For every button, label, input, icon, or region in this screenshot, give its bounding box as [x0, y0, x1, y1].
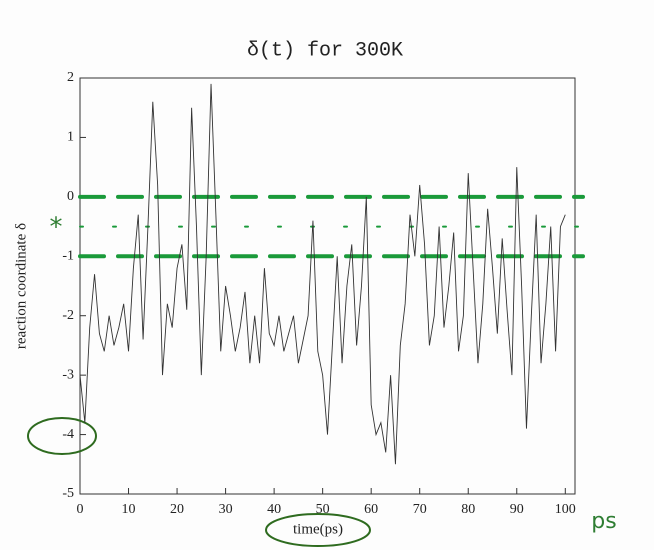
- x-tick-label: 40: [267, 502, 281, 517]
- chart-title: δ(t) for 300K: [247, 39, 403, 62]
- x-tick-label: 20: [170, 502, 184, 517]
- y-tick-label: -1: [62, 249, 74, 264]
- plot-frame: [79, 77, 576, 495]
- x-tick-label: 30: [219, 502, 233, 517]
- x-tick-label: 100: [555, 502, 576, 517]
- y-axis-label: reaction coordinate δ: [13, 223, 29, 349]
- x-axis-label: time(ps): [293, 521, 343, 537]
- annotation: *: [50, 213, 63, 243]
- y-tick-label: -5: [62, 486, 74, 501]
- data-line: [79, 83, 566, 465]
- y-tick-label: -3: [62, 367, 74, 382]
- y-tick-label: -4: [62, 427, 74, 442]
- x-tick-label: 80: [461, 502, 475, 517]
- y-tick-label: -2: [62, 308, 74, 323]
- x-tick-label: 0: [77, 502, 84, 517]
- x-tick-label: 90: [510, 502, 524, 517]
- annotation: ps: [591, 509, 616, 534]
- x-tick-label: 60: [364, 502, 378, 517]
- x-tick-label: 10: [122, 502, 136, 517]
- x-tick-label: 70: [413, 502, 427, 517]
- y-tick-label: 1: [67, 130, 74, 145]
- y-tick-label: 2: [67, 70, 74, 85]
- x-tick-label: 50: [316, 502, 330, 517]
- hand-circle: [265, 513, 371, 547]
- y-tick-label: 0: [67, 189, 74, 204]
- hand-circle: [27, 417, 97, 455]
